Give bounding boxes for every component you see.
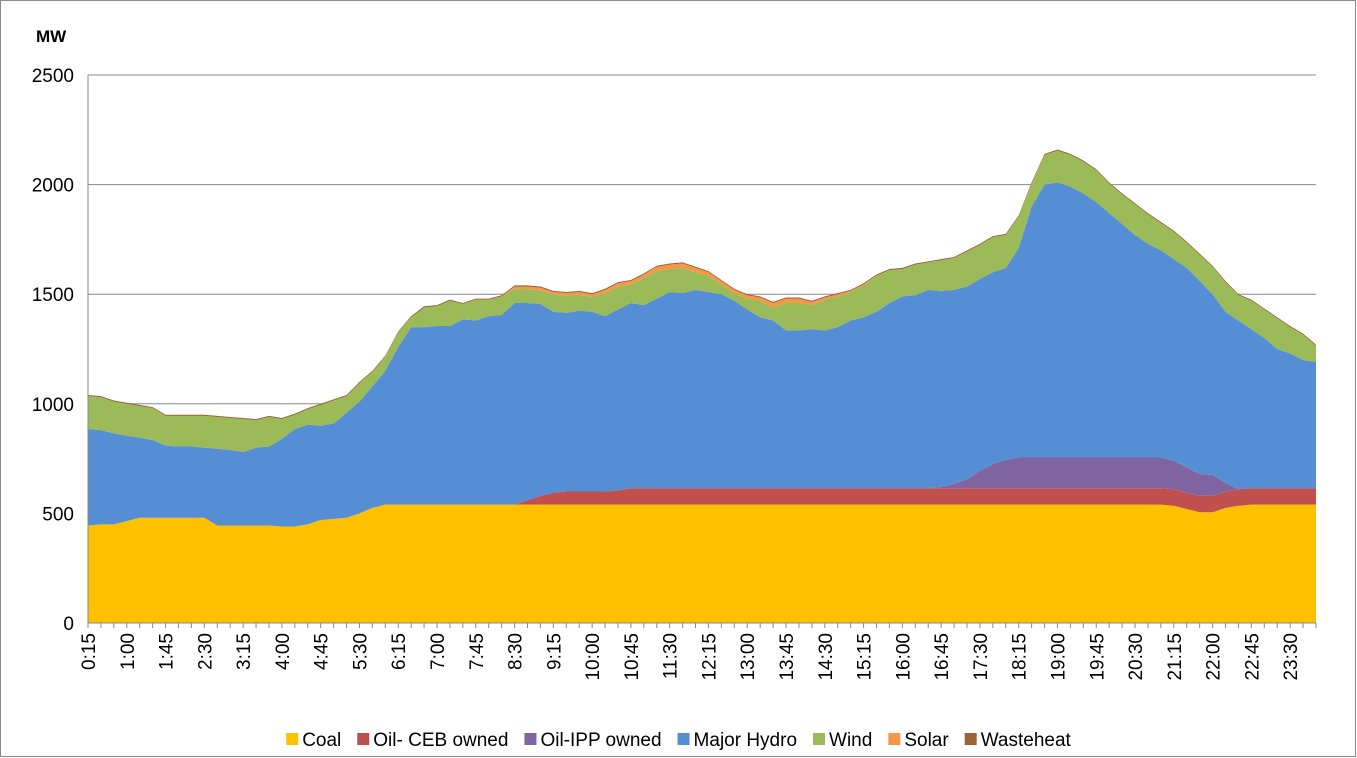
area — [88, 150, 1316, 453]
x-tick-label: 19:45 — [1087, 633, 1108, 681]
y-tick-label: 0 — [63, 614, 74, 635]
legend-label: Major Hydro — [694, 730, 797, 751]
x-tick-label: 13:45 — [777, 633, 798, 681]
y-tick-label: 1000 — [32, 395, 74, 416]
x-tick-label: 10:00 — [583, 633, 604, 681]
legend-swatch — [357, 733, 370, 745]
legend-swatch — [888, 733, 901, 745]
x-tick-label: 7:45 — [467, 633, 488, 670]
x-tick-label: 5:30 — [350, 633, 371, 670]
area — [88, 488, 1316, 527]
x-tick-label: 3:15 — [234, 633, 255, 670]
x-tick-label: 7:00 — [428, 633, 449, 670]
x-tick-label: 19:00 — [1048, 633, 1069, 681]
x-tick-label: 17:30 — [971, 633, 992, 681]
x-tick-label: 18:15 — [1010, 633, 1031, 681]
legend-label: Oil-IPP owned — [540, 730, 661, 751]
y-tick-label: 2500 — [32, 66, 74, 87]
x-tick-label: 13:00 — [738, 633, 759, 681]
x-tick-label: 12:15 — [699, 633, 720, 681]
x-tick-label: 15:15 — [855, 633, 876, 681]
x-tick-label: 16:00 — [893, 633, 914, 681]
x-tick-label: 14:30 — [816, 633, 837, 681]
legend-label: Wasteheat — [981, 730, 1072, 751]
x-tick-label: 4:45 — [312, 633, 333, 670]
x-tick-label: 0:15 — [79, 633, 100, 670]
area — [88, 182, 1316, 527]
x-tick-label: 16:45 — [932, 633, 953, 681]
y-tick-label: 500 — [42, 504, 74, 525]
x-tick-label: 22:00 — [1204, 633, 1225, 681]
legend-label: Coal — [302, 730, 341, 751]
area — [88, 504, 1316, 623]
legend-swatch — [524, 733, 537, 745]
x-tick-label: 22:45 — [1242, 633, 1263, 681]
legend-label: Solar — [904, 730, 949, 751]
area — [88, 457, 1316, 527]
x-tick-label: 9:15 — [544, 633, 565, 670]
x-tick-label: 21:15 — [1165, 633, 1186, 681]
y-tick-label: 2000 — [32, 176, 74, 197]
x-tick-label: 8:30 — [506, 633, 527, 670]
x-tick-label: 11:30 — [661, 633, 682, 679]
legend: Coal Oil- CEB owned Oil-IPP owned Major Hyd… — [286, 730, 1072, 751]
legend-swatch — [813, 733, 826, 745]
x-tick-label: 4:00 — [273, 633, 294, 670]
x-tick-label: 10:45 — [622, 633, 643, 681]
legend-swatch — [964, 733, 977, 745]
y-axis-label: MW — [36, 27, 67, 46]
x-tick-label: 23:30 — [1281, 633, 1302, 681]
x-tick-label: 6:15 — [389, 633, 410, 670]
x-tick-label: 20:30 — [1126, 633, 1147, 681]
legend-swatch — [677, 733, 690, 745]
x-tick-label: 1:45 — [157, 633, 178, 670]
legend-label: Oil- CEB owned — [373, 730, 508, 751]
x-tick-label: 1:00 — [118, 633, 139, 670]
y-tick-label: 1500 — [32, 285, 74, 306]
legend-swatch — [286, 733, 299, 745]
x-tick-label: 2:30 — [195, 633, 216, 670]
legend-label: Wind — [829, 730, 872, 751]
